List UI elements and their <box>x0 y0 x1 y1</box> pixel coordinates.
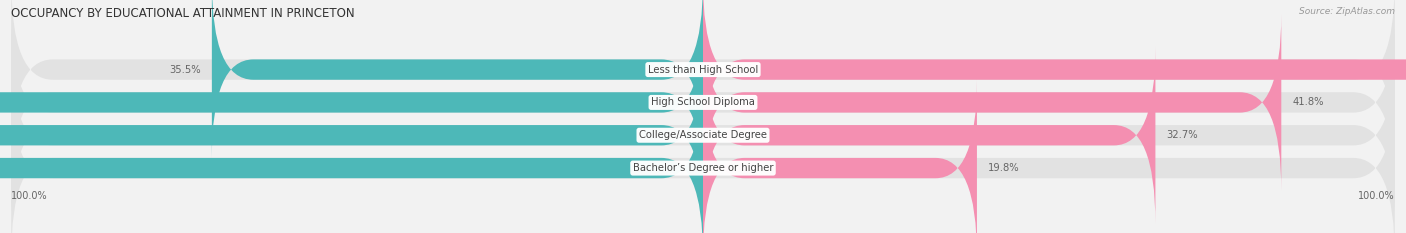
FancyBboxPatch shape <box>0 47 703 224</box>
FancyBboxPatch shape <box>11 0 1395 158</box>
FancyBboxPatch shape <box>11 47 1395 224</box>
FancyBboxPatch shape <box>11 80 1395 233</box>
FancyBboxPatch shape <box>11 14 1395 191</box>
Text: 41.8%: 41.8% <box>1292 97 1324 107</box>
Text: Source: ZipAtlas.com: Source: ZipAtlas.com <box>1299 7 1395 16</box>
Text: OCCUPANCY BY EDUCATIONAL ATTAINMENT IN PRINCETON: OCCUPANCY BY EDUCATIONAL ATTAINMENT IN P… <box>11 7 354 20</box>
FancyBboxPatch shape <box>0 14 703 191</box>
FancyBboxPatch shape <box>703 14 1281 191</box>
Text: 100.0%: 100.0% <box>1358 191 1395 201</box>
Text: College/Associate Degree: College/Associate Degree <box>638 130 768 140</box>
Text: High School Diploma: High School Diploma <box>651 97 755 107</box>
FancyBboxPatch shape <box>703 0 1406 158</box>
Text: Less than High School: Less than High School <box>648 65 758 75</box>
Text: Bachelor’s Degree or higher: Bachelor’s Degree or higher <box>633 163 773 173</box>
Text: 19.8%: 19.8% <box>988 163 1019 173</box>
Text: 35.5%: 35.5% <box>169 65 201 75</box>
Text: 32.7%: 32.7% <box>1167 130 1198 140</box>
FancyBboxPatch shape <box>703 80 977 233</box>
FancyBboxPatch shape <box>0 80 703 233</box>
FancyBboxPatch shape <box>703 47 1156 224</box>
FancyBboxPatch shape <box>212 0 703 158</box>
Text: 100.0%: 100.0% <box>11 191 48 201</box>
